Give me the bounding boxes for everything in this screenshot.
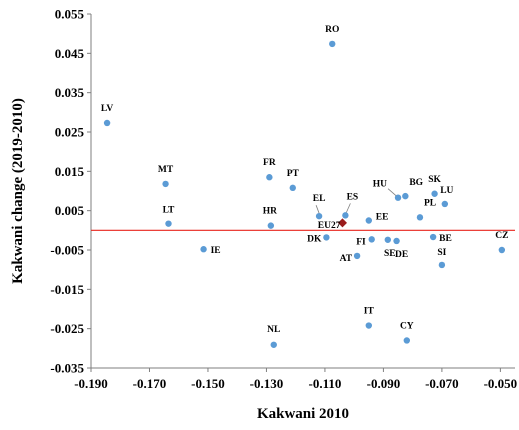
x-tick-label: -0.130 [250, 376, 284, 391]
y-tick-label: -0.005 [50, 243, 84, 258]
x-tick-label: -0.190 [74, 376, 108, 391]
data-point-at [353, 252, 361, 260]
leader-line-el [315, 205, 320, 214]
y-tick-label: 0.005 [55, 203, 85, 218]
y-tick-label: 0.045 [55, 46, 85, 61]
x-tick-label: -0.150 [191, 376, 225, 391]
data-point-hu [394, 194, 402, 201]
leader-line-hu [387, 188, 397, 196]
data-point-de [393, 237, 400, 245]
point-label-ee: EE [376, 213, 389, 223]
x-tick-label: -0.050 [484, 376, 518, 391]
x-tick-labels: -0.190 -0.170 -0.150 -0.130 -0.110 -0.090 -0.0… [74, 368, 517, 391]
data-point-se [384, 236, 391, 243]
data-point-pt [289, 184, 296, 192]
data-point-be [429, 233, 437, 241]
data-point-el [315, 212, 323, 220]
data-point-cz [498, 246, 506, 254]
point-label-es: ES [347, 192, 359, 202]
data-point-cy [403, 337, 411, 344]
data-point-lt [165, 220, 172, 227]
axes [90, 14, 515, 369]
point-label-lt: LT [163, 206, 175, 216]
point-label-it: IT [364, 307, 375, 317]
point-label-lu: LU [440, 186, 453, 196]
data-point-fi [368, 236, 375, 243]
x-tick-label: -0.090 [367, 376, 401, 391]
point-label-hr: HR [263, 207, 277, 217]
point-label-be: BE [439, 234, 452, 244]
x-axis-title: Kakwani 2010 [257, 406, 349, 422]
y-axis-title: Kakwani change (2019-2010) [10, 98, 26, 284]
y-tick-labels: -0.035 -0.025 -0.015 -0.005 0.005 0.015 0.025 0… [50, 7, 91, 376]
data-point-hr [267, 222, 275, 229]
data-point-es [342, 212, 349, 219]
point-label-si: SI [437, 248, 446, 258]
point-label-dk: DK [307, 234, 322, 244]
y-tick-label: 0.035 [55, 85, 85, 100]
data-point-mt [162, 180, 169, 188]
point-label-ro: RO [325, 25, 339, 35]
data-point-ie [200, 246, 207, 253]
data-point-bg [402, 192, 409, 200]
point-label-at: AT [340, 254, 353, 264]
point-label-ie: IE [211, 246, 221, 256]
data-point-nl [270, 341, 277, 348]
point-label-se: SE [384, 249, 396, 259]
point-label-lv: LV [101, 104, 113, 114]
point-label-pt: PT [287, 169, 300, 179]
point-label-pl: PL [424, 198, 436, 208]
y-tick-label: 0.015 [55, 164, 85, 179]
point-label-nl: NL [267, 325, 280, 335]
data-point-pl [416, 214, 424, 221]
point-label-cz: CZ [495, 231, 508, 241]
y-tick-label: -0.015 [50, 282, 84, 297]
x-tick-label: -0.110 [308, 376, 341, 391]
point-label-de: DE [395, 250, 408, 260]
point-label-hu: HU [373, 180, 387, 190]
x-tick-label: -0.170 [133, 376, 167, 391]
point-label-cy: CY [400, 321, 414, 331]
data-point-lu [441, 200, 449, 208]
data-point-ee [365, 217, 372, 224]
y-tick-label: 0.025 [55, 125, 85, 140]
y-tick-label: 0.055 [55, 7, 85, 22]
point-label-sk: SK [428, 175, 441, 185]
data-point-ro [329, 40, 336, 48]
y-tick-label: -0.025 [50, 321, 84, 336]
leader-lines [315, 188, 397, 214]
data-point-si [438, 261, 446, 269]
y-tick-label: -0.035 [50, 361, 84, 376]
point-label-bg: BG [409, 178, 423, 188]
data-point-dk [323, 234, 330, 241]
point-label-eu27: EU27 [318, 221, 341, 231]
data-point-fr [266, 174, 273, 181]
x-tick-label: -0.070 [425, 376, 459, 391]
point-label-el: EL [313, 194, 326, 204]
point-label-mt: MT [158, 165, 174, 175]
point-label-fr: FR [263, 158, 276, 168]
leader-line-es [346, 203, 351, 213]
data-point-sk [431, 190, 438, 197]
point-label-fi: FI [356, 237, 366, 247]
data-point-it [365, 322, 372, 329]
data-point-lv [103, 119, 111, 127]
